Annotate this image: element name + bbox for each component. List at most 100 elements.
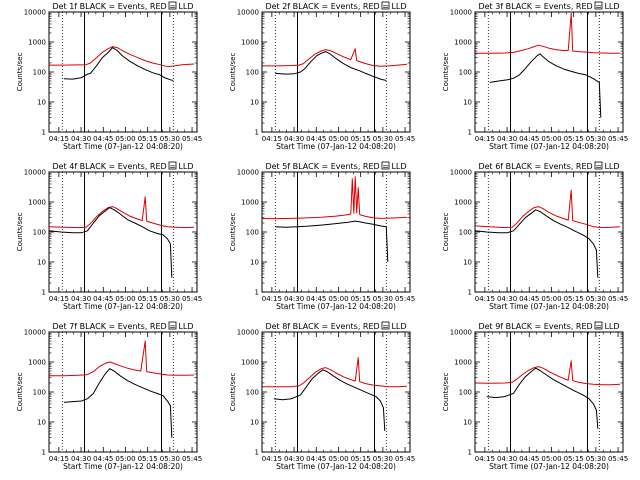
x-tick-label: 05:00	[115, 295, 135, 303]
title-box-icon	[168, 1, 177, 10]
y-tick-label: 10	[463, 419, 472, 427]
series-line-events	[486, 367, 599, 429]
y-axis-label: Counts/sec	[442, 213, 450, 252]
x-tick-label: 05:45	[608, 455, 628, 463]
y-tick-label: 1	[468, 289, 472, 297]
x-axis-label: Start Time (07-Jan-12 04:08:20)	[489, 462, 609, 471]
x-tick-label: 05:45	[395, 295, 415, 303]
x-tick-label: 04:15	[49, 135, 69, 143]
y-tick-label: 100	[459, 229, 472, 237]
y-tick-label: 100	[459, 389, 472, 397]
plot-frame	[48, 11, 198, 133]
series-line-events	[63, 368, 173, 438]
x-tick-label: 04:30	[71, 455, 91, 463]
plot-frame	[48, 331, 198, 453]
y-axis-label: Counts/sec	[442, 373, 450, 412]
series-line-events	[275, 51, 387, 81]
y-axis-label: Counts/sec	[229, 373, 237, 412]
series-line-events	[48, 207, 173, 278]
x-tick-label: 04:15	[262, 295, 282, 303]
chart-panel-5: Det 5f BLACK = Events, RED = LLD 1 10 100 10…	[229, 161, 415, 311]
y-tick-label: 1	[42, 449, 46, 457]
chart-title: Det 9f BLACK = Events, RED = LLD	[478, 322, 619, 331]
chart-title: Det 8f BLACK = Events, RED = LLD	[265, 322, 406, 331]
y-axis-label: Counts/sec	[16, 213, 24, 252]
chart-panel-9: Det 9f BLACK = Events, RED = LLD 1 10 100 10…	[442, 321, 628, 471]
chart-title: Det 7f BLACK = Events, RED = LLD	[52, 322, 193, 331]
x-tick-label: 04:45	[519, 135, 539, 143]
plot-frame	[474, 171, 624, 293]
y-axis-label: Counts/sec	[16, 373, 24, 412]
x-tick-label: 04:30	[284, 295, 304, 303]
series-line-lld	[48, 196, 195, 229]
x-tick-label: 04:45	[306, 295, 326, 303]
x-tick-label: 04:45	[93, 455, 113, 463]
y-tick-label: 1000	[454, 39, 472, 47]
x-tick-label: 05:00	[115, 135, 135, 143]
title-box-icon	[381, 161, 390, 170]
x-tick-label: 05:30	[160, 455, 180, 463]
y-tick-label: 1	[255, 449, 259, 457]
y-tick-label: 10	[463, 259, 472, 267]
plot-frame	[474, 331, 624, 453]
chart-panel-7: Det 7f BLACK = Events, RED = LLD 1 10 100 10…	[16, 321, 202, 471]
x-tick-label: 04:45	[519, 455, 539, 463]
x-tick-label: 05:30	[373, 295, 393, 303]
series-line-events	[275, 220, 389, 263]
y-tick-label: 10000	[237, 9, 259, 17]
x-axis-label: Start Time (07-Jan-12 04:08:20)	[489, 142, 609, 151]
y-tick-label: 10000	[237, 329, 259, 337]
chart-title: Det 5f BLACK = Events, RED = LLD	[265, 162, 406, 171]
x-axis-label: Start Time (07-Jan-12 04:08:20)	[276, 462, 396, 471]
chart-panel-8: Det 8f BLACK = Events, RED = LLD 1 10 100 10…	[229, 321, 415, 471]
x-tick-label: 05:45	[395, 455, 415, 463]
x-axis-label: Start Time (07-Jan-12 04:08:20)	[276, 142, 396, 151]
y-tick-label: 100	[246, 389, 259, 397]
chart-title: Det 2f BLACK = Events, RED = LLD	[265, 2, 406, 11]
x-tick-label: 05:45	[182, 295, 202, 303]
y-tick-label: 1	[468, 129, 472, 137]
x-tick-label: 04:15	[49, 455, 69, 463]
plot-frame	[474, 11, 624, 133]
y-tick-label: 10	[37, 419, 46, 427]
y-tick-label: 1000	[28, 39, 46, 47]
y-tick-label: 1000	[454, 359, 472, 367]
x-tick-label: 04:15	[475, 295, 495, 303]
x-tick-label: 04:15	[475, 135, 495, 143]
x-tick-label: 05:30	[373, 455, 393, 463]
y-axis-label: Counts/sec	[16, 53, 24, 92]
x-tick-label: 05:00	[115, 455, 135, 463]
title-box-icon	[168, 161, 177, 170]
x-tick-label: 04:30	[71, 135, 91, 143]
chart-panel-3: Det 3f BLACK = Events, RED = LLD 1 10 100 10…	[442, 1, 628, 151]
y-axis-label: Counts/sec	[229, 53, 237, 92]
series-line-events	[474, 209, 599, 278]
series-line-lld	[474, 360, 621, 386]
x-tick-label: 05:15	[564, 295, 584, 303]
x-tick-label: 04:45	[306, 135, 326, 143]
series-line-lld	[49, 340, 195, 377]
x-tick-label: 05:30	[373, 135, 393, 143]
y-tick-label: 1000	[28, 199, 46, 207]
y-tick-label: 10	[37, 259, 46, 267]
x-tick-label: 04:30	[497, 295, 517, 303]
series-line-lld	[474, 189, 621, 229]
x-tick-label: 04:15	[49, 295, 69, 303]
x-tick-label: 05:30	[586, 455, 606, 463]
y-tick-label: 100	[459, 69, 472, 77]
x-tick-label: 04:15	[262, 455, 282, 463]
x-tick-label: 05:15	[351, 295, 371, 303]
title-box-icon	[168, 321, 177, 330]
y-tick-label: 10000	[450, 9, 472, 17]
y-tick-label: 100	[33, 69, 46, 77]
y-tick-label: 100	[33, 389, 46, 397]
y-tick-label: 10000	[24, 9, 46, 17]
series-line-lld	[262, 357, 408, 388]
y-axis-label: Counts/sec	[229, 213, 237, 252]
y-tick-label: 1	[42, 129, 46, 137]
y-tick-label: 1000	[241, 39, 259, 47]
x-tick-label: 05:15	[138, 135, 158, 143]
y-tick-label: 1	[468, 449, 472, 457]
x-tick-label: 04:45	[93, 295, 113, 303]
x-tick-label: 05:45	[182, 135, 202, 143]
